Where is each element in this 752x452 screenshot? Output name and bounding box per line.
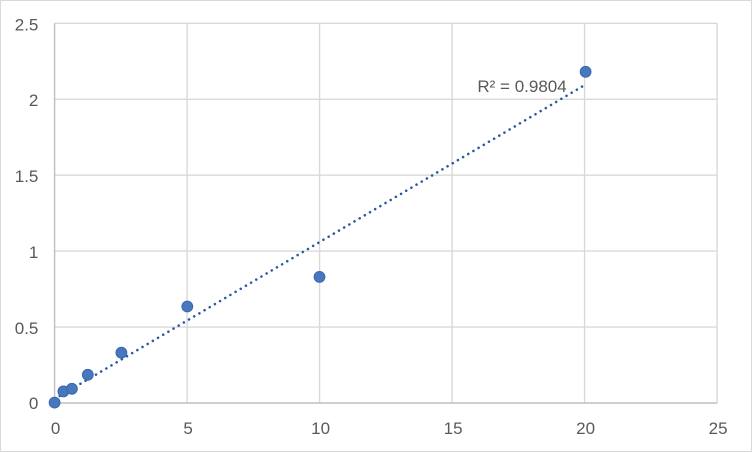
svg-text:R² = 0.9804: R² = 0.9804 [477, 77, 566, 96]
svg-text:0: 0 [29, 394, 38, 413]
svg-text:15: 15 [444, 419, 463, 438]
svg-text:2: 2 [29, 91, 38, 110]
svg-text:5: 5 [183, 419, 192, 438]
svg-text:1: 1 [29, 243, 38, 262]
svg-text:10: 10 [311, 419, 330, 438]
svg-text:20: 20 [576, 419, 595, 438]
svg-text:0.5: 0.5 [15, 319, 39, 338]
svg-text:2.5: 2.5 [15, 15, 39, 34]
svg-text:1.5: 1.5 [15, 167, 39, 186]
svg-text:25: 25 [709, 419, 728, 438]
svg-text:0: 0 [51, 419, 60, 438]
